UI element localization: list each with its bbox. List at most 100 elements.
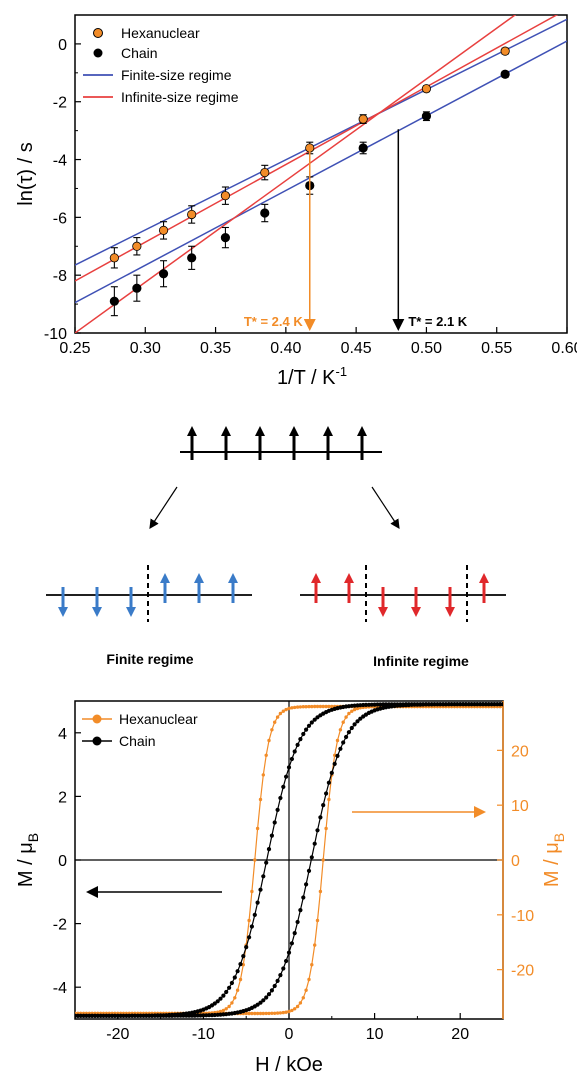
chain-loop-point (449, 702, 454, 707)
chain-loop-point (261, 874, 266, 879)
hexanuclear-loop-point (258, 797, 263, 802)
arrhenius-chart: 0.250.300.350.400.450.500.550.60-10-8-6-… (15, 14, 577, 389)
spin-schematic: Finite regime Infinite regime (46, 426, 506, 669)
chain-loop-point (269, 988, 274, 993)
legend2-hexanuclear-marker (92, 714, 102, 724)
chain-loop-point (341, 740, 346, 745)
chart2-ylabel-right-sub: B (551, 833, 567, 842)
hexanuclear-loop-point (344, 715, 348, 719)
chart2-xlabel: H / kOe (255, 1054, 323, 1076)
chain-loop-point (304, 727, 309, 732)
chain-loop-point (498, 702, 503, 707)
chain-loop-point (295, 742, 300, 748)
chain-loop-point (272, 820, 277, 825)
chain-loop-point (215, 999, 220, 1004)
chain-loop-point (324, 791, 329, 796)
chain-loop-point (395, 702, 400, 707)
chain-point (158, 269, 169, 279)
hexanuclear-loop-point (253, 858, 257, 862)
hexanuclear-loop-point (278, 1011, 283, 1015)
y-tick-label: -2 (53, 95, 67, 112)
chain-loop-point (432, 702, 437, 707)
hexanuclear-loop-point (227, 1004, 231, 1009)
hexanuclear-loop-point (255, 1011, 260, 1016)
fit-line-blue (75, 40, 567, 304)
finite-spin-up-head (228, 573, 238, 583)
chain-loop-point (426, 702, 431, 707)
chain-loop-point (261, 998, 266, 1003)
hexanuclear-point (187, 209, 197, 220)
hexanuclear-loop-point (324, 826, 328, 831)
chain-loop-point (249, 924, 254, 929)
chain-loop-point (212, 1001, 217, 1006)
chart2-curves-inner (75, 702, 503, 1018)
hexanuclear-loop-point (313, 943, 317, 947)
chart2-curves (75, 702, 503, 1018)
ferro-chain (180, 426, 382, 460)
tstar-label-chain: T* = 2.1 K (408, 314, 467, 329)
chain-loop-point (315, 828, 320, 833)
chart1-fit-lines (75, 15, 567, 333)
chain-loop-point (309, 720, 314, 725)
chart1-frame (74, 14, 568, 334)
chain-loop-point (438, 702, 443, 707)
chain-loop-point (480, 702, 486, 707)
legend2-chain-marker (92, 736, 102, 746)
hexanuclear-loop-point (293, 1007, 297, 1011)
hexanuclear-loop-point (318, 704, 323, 709)
hexanuclear-loop-point (335, 738, 340, 743)
chain-loop-point (289, 941, 294, 946)
chain-loop-point (275, 978, 280, 984)
chain-loop-point (286, 950, 292, 955)
chart1-legend: Hexanuclear Chain Finite-size regime Inf… (83, 25, 239, 105)
hexanuclear-loop-point (218, 1009, 223, 1014)
chain-loop-point (218, 996, 223, 1001)
chain-loop-point (281, 784, 286, 790)
chain-loop-point (383, 702, 389, 707)
hexanuclear-loop-point (295, 1004, 300, 1009)
hexanuclear-loop-point (281, 709, 285, 713)
hexanuclear-loop-point (307, 704, 311, 709)
chart1-xlabel-main: 1/T / K (277, 367, 336, 389)
chain-loop-point (309, 855, 314, 860)
fit-line-red (75, 15, 517, 333)
x-tick-label: -20 (106, 1026, 129, 1043)
hexanuclear-loop-point (301, 705, 305, 709)
x-tick-label: 0.35 (200, 340, 231, 357)
chart1-xlabel-sup: -1 (335, 364, 347, 379)
chart1-ylabel: ln(τ) / s (15, 142, 37, 205)
y-tick-label: -8 (53, 268, 67, 285)
hexanuclear-loop-point (278, 711, 283, 716)
hexanuclear-loop-point (290, 1008, 294, 1013)
hexanuclear-loop-point (264, 1011, 268, 1016)
x-tick-label: 0.55 (481, 340, 512, 357)
chain-loop-point (258, 887, 263, 892)
hexanuclear-point (358, 114, 368, 124)
x-tick-label: 0.25 (59, 340, 90, 357)
hexanuclear-loop-point (321, 704, 325, 709)
chain-loop-point (312, 717, 317, 722)
chain-loop-point (301, 731, 306, 737)
ferro-spin-arrow-head (221, 426, 231, 436)
chain-loop-point (389, 702, 394, 707)
hexanuclear-loop-point (301, 996, 305, 1000)
hexanuclear-loop-point (295, 705, 300, 709)
finite-spin-down-head (58, 607, 68, 617)
chain-loop-point (275, 807, 280, 813)
hexanuclear-loop-point (304, 988, 308, 992)
hexanuclear-loop-point (347, 711, 351, 716)
x-tick-label: 0.40 (270, 340, 301, 357)
chain-loop-point (252, 912, 257, 918)
chain-loop-point (229, 980, 234, 986)
hexanuclear-loop-point (324, 704, 328, 709)
hexanuclear-point (132, 241, 142, 251)
chain-loop-point (221, 993, 226, 998)
chain-point (132, 283, 142, 293)
chain-loop-point (78, 1013, 83, 1018)
hexanuclear-point (421, 84, 432, 94)
chain-loop-point (155, 1013, 160, 1018)
chain-loop-point (475, 702, 480, 707)
chain-loop-point (138, 1013, 143, 1018)
hexanuclear-loop-point (261, 1011, 265, 1016)
